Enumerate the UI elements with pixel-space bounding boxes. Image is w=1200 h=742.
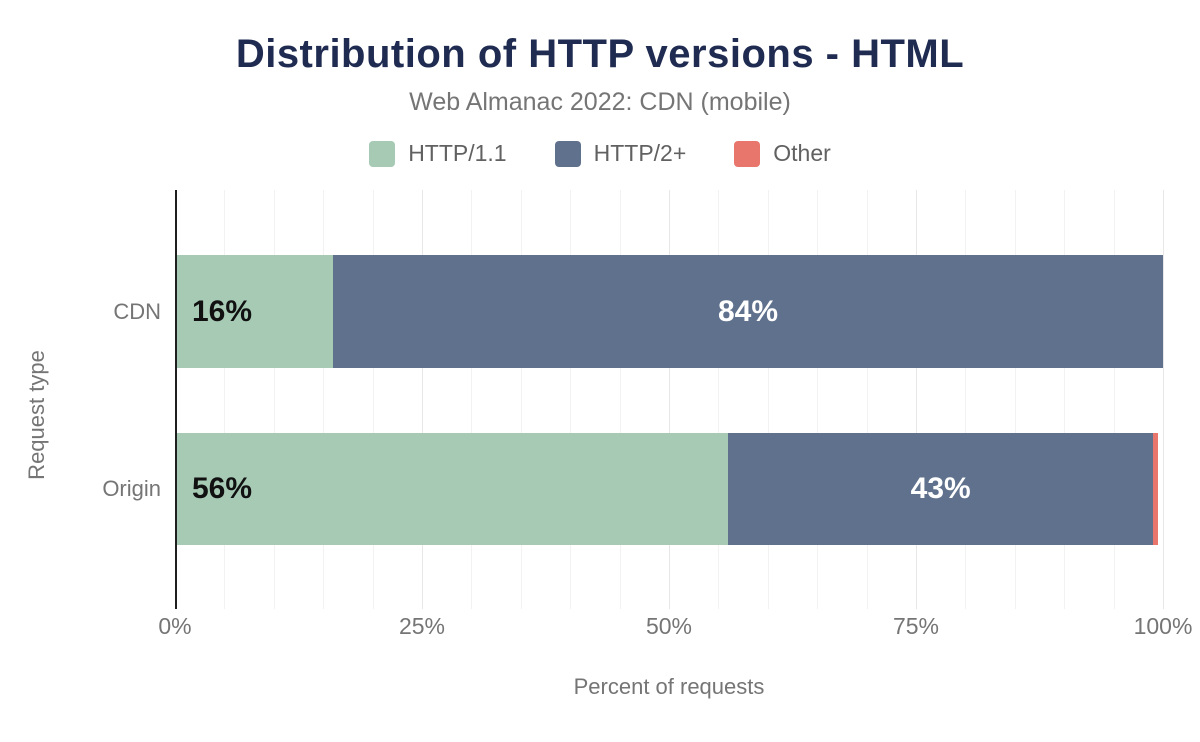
category-label-origin: Origin <box>102 476 161 501</box>
gridline-90 <box>1064 190 1066 609</box>
gridline-55 <box>718 190 720 609</box>
gridline-50 <box>669 190 670 609</box>
gridline-80 <box>965 190 967 609</box>
gridline-60 <box>767 190 769 609</box>
category-labels: CDN Origin <box>0 190 175 609</box>
segment-http11-cdn: 16% <box>175 255 334 368</box>
gridline-30 <box>471 190 473 609</box>
bar-value-label: 56% <box>192 472 253 505</box>
category-label-cdn: CDN <box>113 298 161 324</box>
legend-swatch-icon <box>734 140 761 167</box>
chart-subtitle: Web Almanac 2022: CDN (mobile) <box>409 88 791 116</box>
legend-label: HTTP/1.1 <box>408 140 507 166</box>
gridline-70 <box>866 190 868 609</box>
legend-label: HTTP/2+ <box>593 140 687 166</box>
plot-area: 16% 84% 56% 43% <box>175 190 1164 609</box>
chart-title: Distribution of HTTP versions - HTML <box>235 32 965 76</box>
gridline-15 <box>323 190 325 609</box>
bar-value-label: 43% <box>910 472 971 505</box>
x-axis-title: Percent of requests <box>573 674 765 699</box>
segment-http2-origin: 43% <box>728 433 1154 545</box>
gridline-40 <box>570 190 572 609</box>
x-tick-75%: 75% <box>892 613 940 639</box>
legend-swatch-icon <box>369 140 396 167</box>
segment-other-origin <box>1153 433 1159 545</box>
x-tick-25%: 25% <box>398 613 446 639</box>
x-axis-ticks: 0% 25% 50% 75% 100% <box>158 613 1192 643</box>
segment-http11-origin: 56% <box>175 433 729 545</box>
bar-value-label: 84% <box>718 294 779 328</box>
legend-swatch-icon <box>554 140 581 167</box>
gridline-85 <box>1014 190 1016 609</box>
gridline-35 <box>520 190 522 609</box>
gridline-20 <box>372 190 374 609</box>
bar-origin: 56% 43% <box>175 433 1163 545</box>
gridline-10 <box>273 190 275 609</box>
legend-item-http11: HTTP/1.1 <box>369 140 507 167</box>
legend-item-http2: HTTP/2+ <box>554 140 687 167</box>
gridline-5 <box>224 190 226 609</box>
gridline-65 <box>817 190 819 609</box>
gridline-45 <box>619 190 621 609</box>
x-tick-100%: 100% <box>1133 613 1193 639</box>
gridline-95 <box>1113 190 1115 609</box>
legend-label: Other <box>773 140 831 166</box>
gridline-25 <box>422 190 423 609</box>
legend-item-other: Other <box>734 140 831 167</box>
gridline-75 <box>916 190 917 609</box>
legend: HTTP/1.1 HTTP/2+ Other <box>0 140 1200 167</box>
y-axis-line <box>175 190 177 609</box>
x-tick-0%: 0% <box>158 613 192 639</box>
bar-value-label: 16% <box>192 294 253 328</box>
x-tick-50%: 50% <box>645 613 693 639</box>
segment-http2-cdn: 84% <box>333 255 1163 368</box>
gridline-100 <box>1163 190 1164 609</box>
bar-cdn: 16% 84% <box>175 255 1163 368</box>
